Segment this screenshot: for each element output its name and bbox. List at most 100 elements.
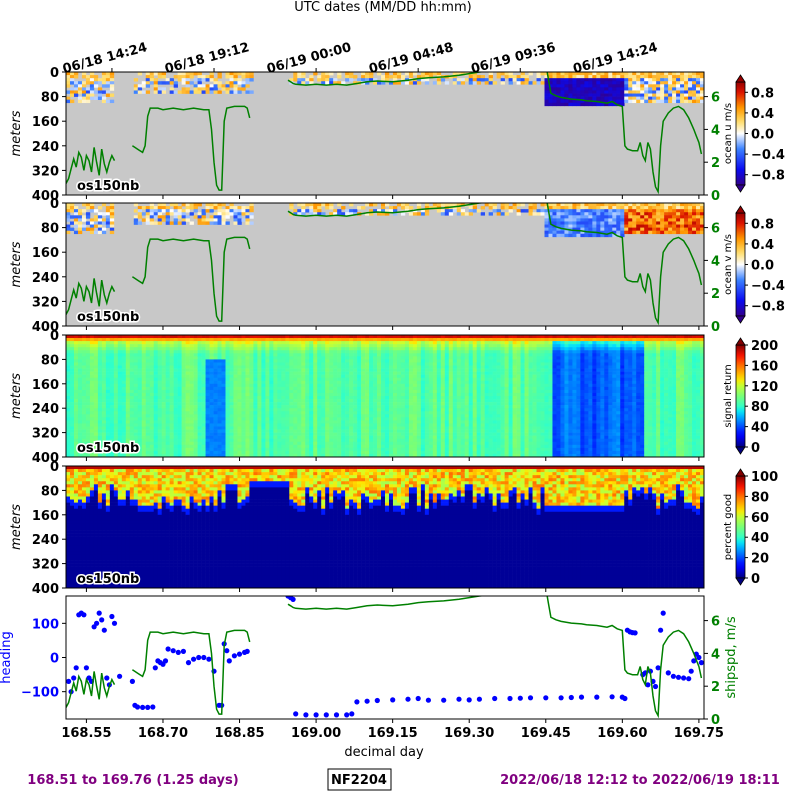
heading-point: [231, 653, 237, 659]
y-axis-label: meters: [9, 241, 24, 287]
heading-point: [165, 646, 171, 652]
x-axis-label: decimal day: [344, 745, 424, 760]
heading-point: [568, 694, 574, 701]
x-tick-label: 168.55: [61, 726, 111, 741]
colorbar-tick-label: −0.8: [751, 169, 785, 184]
y-tick-label: 240: [32, 271, 59, 286]
heading-point: [527, 695, 534, 701]
speed-tick-label: 4: [711, 647, 720, 662]
y-tick-label: 160: [32, 115, 59, 130]
cruise-id: NF2204: [331, 773, 387, 788]
colorbar-extend-top: [735, 468, 746, 477]
heading-point: [691, 658, 697, 664]
plot-frame: [65, 334, 705, 458]
speed-tick-label: 4: [711, 123, 720, 138]
heading-point: [364, 698, 370, 704]
colorbar-tick-label: 0.8: [751, 217, 774, 232]
heading-point: [333, 712, 340, 718]
y-tick-label: 80: [41, 222, 59, 237]
instrument-label: os150nb: [77, 179, 139, 194]
colorbar-label: signal return: [723, 364, 734, 427]
heading-point: [99, 617, 105, 623]
heading-point: [686, 676, 692, 682]
heading-point: [390, 697, 396, 703]
colorbar-tick-label: 0.4: [751, 107, 774, 122]
heading-tick-label: 0: [50, 652, 59, 667]
heading-point: [293, 711, 299, 717]
heading-point: [162, 658, 169, 664]
heading-point: [670, 673, 677, 679]
depth-axis: 0 80 160 240 320 400: [32, 329, 66, 466]
y-tick-label: 160: [32, 246, 59, 261]
heading-point: [170, 648, 176, 654]
y-tick-label: 160: [32, 378, 59, 393]
y-tick-label: 320: [32, 164, 59, 179]
heading-point: [196, 654, 202, 661]
footer-range-dates: 2022/06/18 12:12 to 2022/06/19 18:11: [500, 773, 780, 788]
heading-point: [543, 695, 549, 701]
instrument-label: os150nb: [77, 310, 139, 325]
y-tick-label: 80: [41, 484, 59, 499]
heading-point: [140, 704, 146, 711]
heading-point: [201, 654, 207, 661]
colorbar-gradient: [735, 475, 746, 579]
top-axis-title: UTC dates (MM/DD hh:mm): [294, 0, 471, 15]
speed-tick-label: 2: [711, 680, 720, 695]
depth-axis: 0 80 160 240 320 400: [32, 460, 66, 597]
colorbar-extend-bottom: [735, 446, 746, 455]
y-tick-label: 0: [50, 197, 59, 212]
heading-point: [134, 704, 141, 710]
heading-point: [645, 682, 651, 688]
speed-axis: 6 4 2 0: [704, 91, 720, 204]
heading-point: [224, 648, 230, 654]
depth-axis: 0 80 160 240 320 400: [32, 66, 66, 204]
y-axis-label: meters: [9, 504, 24, 550]
cruise-id-box: [327, 768, 392, 791]
speed-line-2: [287, 203, 703, 326]
colorbar-extend-top: [735, 74, 746, 83]
colorbar-tick-label: 0.0: [751, 128, 774, 143]
x-tick-label: 168.85: [214, 726, 264, 741]
speed-axis-label: shipspd, m/s: [724, 616, 739, 698]
heading-point: [622, 695, 628, 702]
y-tick-label: 240: [32, 533, 59, 548]
speed-line-1: [131, 236, 251, 322]
heading-point: [71, 675, 77, 681]
colorbar-extend-bottom: [735, 315, 746, 324]
heading-point: [117, 673, 123, 679]
heading-point: [94, 620, 100, 626]
plot-frame: [65, 465, 705, 589]
heading-tick-label: 100: [32, 617, 59, 632]
y-tick-label: 320: [32, 558, 59, 573]
ocean-u-panel: 080160240320400metersos150nb64200.80.40.…: [9, 66, 785, 204]
speed-tick-label: 0: [711, 713, 720, 728]
heading-point: [290, 596, 296, 603]
colorbar-extend-top: [735, 205, 746, 214]
colorbar-tick-label: 20: [751, 552, 769, 567]
speed-tick-label: 6: [711, 615, 720, 630]
heading-point: [578, 694, 585, 700]
heading-point: [425, 697, 431, 703]
heading-point: [73, 665, 79, 671]
colorbar-tick-label: −0.4: [751, 148, 785, 163]
heading-point: [185, 660, 192, 666]
colorbar: 100 80 60 40 20 0 percent good: [723, 468, 778, 587]
speed-line-0: [66, 671, 116, 708]
heading-point: [675, 674, 682, 680]
signal-return-panel: 080160240320400metersos150nb200160120804…: [9, 329, 778, 466]
y-tick-label: 160: [32, 509, 59, 524]
y-tick-label: 80: [41, 91, 59, 106]
colorbar-tick-label: −0.8: [751, 300, 785, 315]
speed-axis: 6 4 2 0: [704, 222, 720, 335]
x-tick-label: 169.45: [521, 726, 571, 741]
heading-point: [66, 678, 72, 685]
speed-line-0: [66, 278, 116, 315]
speed-tick-label: 0: [711, 189, 720, 204]
x-tick-label: 168.70: [138, 726, 188, 741]
plot-frame: [65, 202, 705, 327]
heading-point: [244, 648, 250, 655]
heading-point: [374, 697, 380, 704]
ocean-v-panel: 080160240320400metersos150nb64200.80.40.…: [9, 197, 785, 335]
speed-line-1: [131, 105, 251, 191]
instrument-label: os150nb: [77, 441, 139, 456]
